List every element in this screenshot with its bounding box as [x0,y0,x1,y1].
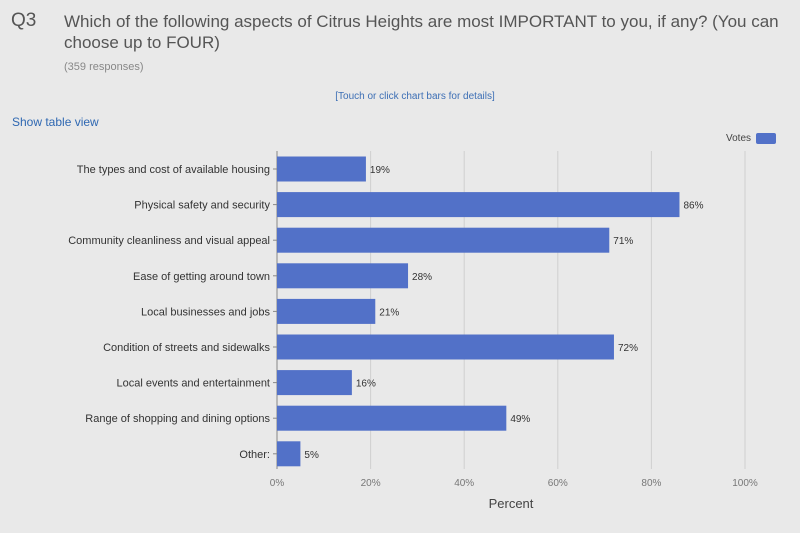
bar[interactable] [277,334,614,360]
question-text: Which of the following aspects of Citrus… [64,12,779,52]
value-label: 5% [304,450,319,461]
bar[interactable] [277,441,301,467]
category-label: Physical safety and security [134,200,270,212]
value-label: 21% [379,307,399,318]
value-label: 16% [356,379,376,390]
x-tick-label: 80% [641,478,661,489]
category-labels: The types and cost of available housing P… [68,164,270,461]
bar[interactable] [277,156,366,182]
category-label: Ease of getting around town [133,271,270,283]
chart-bars [277,156,680,467]
category-label: Range of shopping and dining options [85,413,270,425]
category-label: Local events and entertainment [117,378,271,390]
x-tick-label: 0% [270,478,285,489]
value-label: 72% [618,343,638,354]
value-label: 86% [683,201,703,212]
chart-hint: [Touch or click chart bars for details] [335,91,495,102]
x-tick-label: 40% [454,478,474,489]
category-label: Other: [239,449,270,461]
category-label: Community cleanliness and visual appeal [68,235,270,247]
category-label: Condition of streets and sidewalks [103,342,270,354]
bar[interactable] [277,263,409,289]
category-label: Local businesses and jobs [141,306,271,318]
x-tick-label: 60% [548,478,568,489]
value-label: 28% [412,272,432,283]
bar[interactable] [277,370,352,396]
response-count: (359 responses) [64,61,144,73]
value-label: 49% [510,414,530,425]
x-tick-label: 100% [732,478,758,489]
value-labels: 19% 86% 71% 28% 21% 72% 16% 49% 5% [304,165,703,461]
x-tick-labels: 0% 20% 40% 60% 80% 100% [270,478,758,489]
show-table-view-link[interactable]: Show table view [12,115,99,129]
legend-label: Votes [726,133,752,144]
bar[interactable] [277,405,507,431]
bar[interactable] [277,227,610,253]
chart-legend: Votes [726,133,777,144]
category-label: The types and cost of available housing [77,164,270,176]
value-label: 19% [370,165,390,176]
x-axis-label: Percent [489,496,534,511]
legend-swatch [756,133,777,144]
bar[interactable] [277,298,376,324]
value-label: 71% [613,236,633,247]
bar[interactable] [277,192,680,218]
x-tick-label: 20% [361,478,381,489]
question-number: Q3 [11,10,37,31]
